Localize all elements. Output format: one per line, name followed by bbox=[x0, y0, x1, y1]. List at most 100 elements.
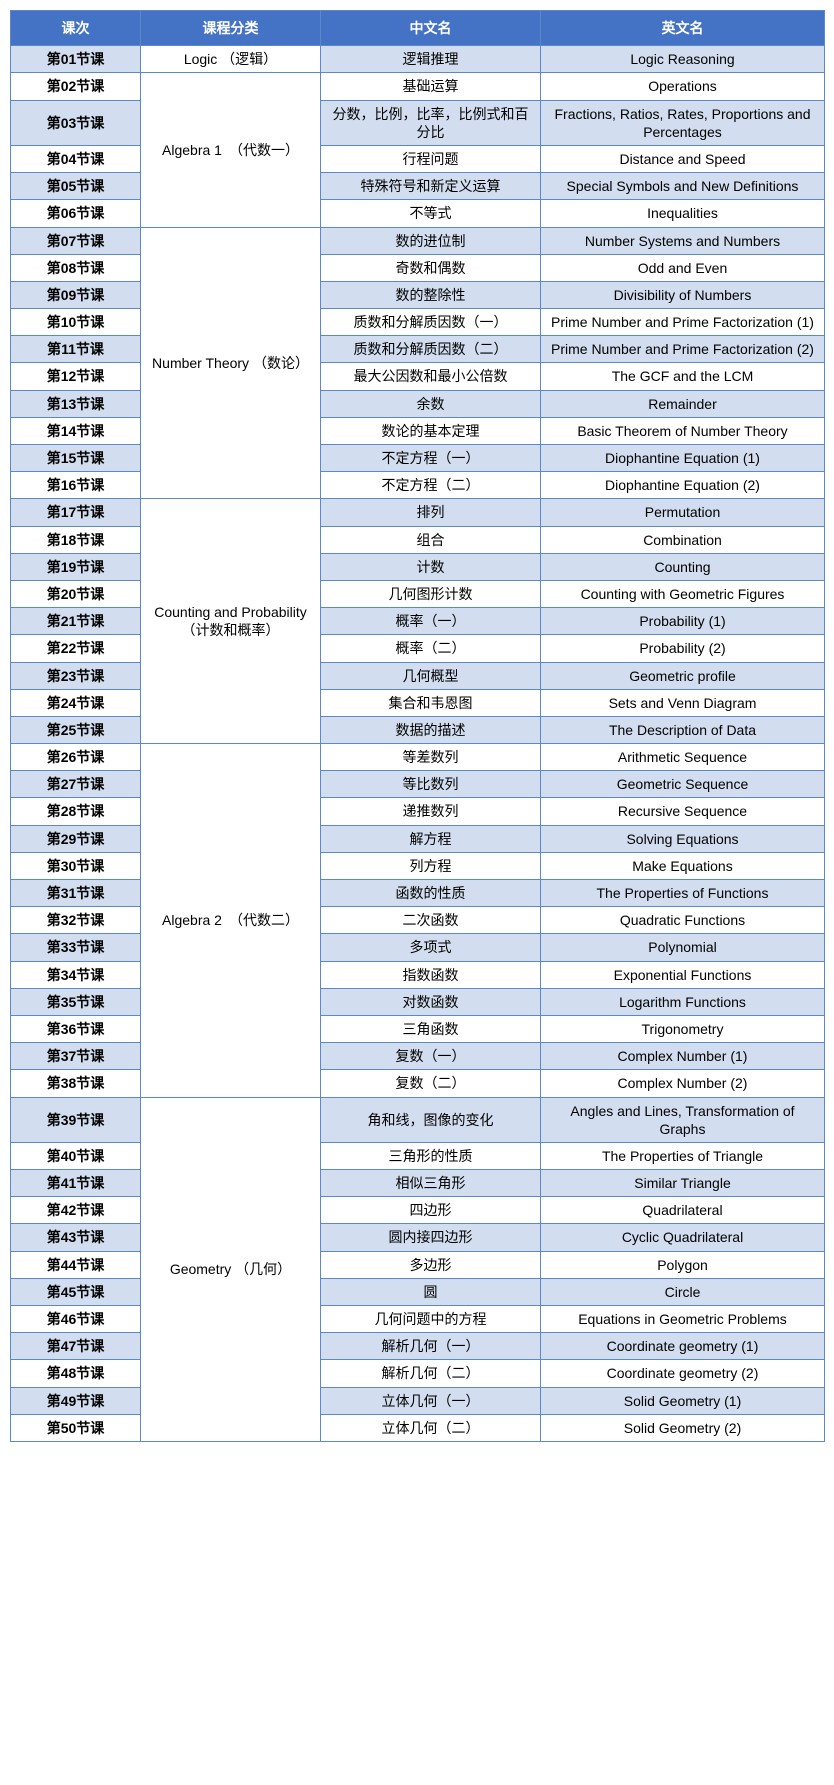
lesson-cell: 第04节课 bbox=[11, 145, 141, 172]
lesson-cell: 第17节课 bbox=[11, 499, 141, 526]
header-lesson: 课次 bbox=[11, 11, 141, 46]
zh-cell: 不定方程（一） bbox=[321, 445, 541, 472]
zh-cell: 立体几何（二） bbox=[321, 1414, 541, 1441]
header-en: 英文名 bbox=[541, 11, 825, 46]
lesson-cell: 第13节课 bbox=[11, 390, 141, 417]
lesson-cell: 第41节课 bbox=[11, 1170, 141, 1197]
en-cell: Counting with Geometric Figures bbox=[541, 580, 825, 607]
en-cell: Trigonometry bbox=[541, 1015, 825, 1042]
table-row: 第27节课等比数列Geometric Sequence bbox=[11, 771, 825, 798]
zh-cell: 特殊符号和新定义运算 bbox=[321, 173, 541, 200]
en-cell: Probability (2) bbox=[541, 635, 825, 662]
lesson-cell: 第24节课 bbox=[11, 689, 141, 716]
lesson-cell: 第36节课 bbox=[11, 1015, 141, 1042]
table-row: 第30节课 列方程Make Equations bbox=[11, 852, 825, 879]
lesson-cell: 第03节课 bbox=[11, 100, 141, 145]
lesson-cell: 第02节课 bbox=[11, 73, 141, 100]
table-row: 第46节课几何问题中的方程Equations in Geometric Prob… bbox=[11, 1306, 825, 1333]
category-cell: Algebra 2 （代数二） bbox=[141, 744, 321, 1097]
lesson-cell: 第26节课 bbox=[11, 744, 141, 771]
lesson-cell: 第06节课 bbox=[11, 200, 141, 227]
table-row: 第37节课复数（一）Complex Number (1) bbox=[11, 1043, 825, 1070]
lesson-cell: 第38节课 bbox=[11, 1070, 141, 1097]
zh-cell: 相似三角形 bbox=[321, 1170, 541, 1197]
table-row: 第24节课集合和韦恩图Sets and Venn Diagram bbox=[11, 689, 825, 716]
table-row: 第48节课解析几何（二）Coordinate geometry (2) bbox=[11, 1360, 825, 1387]
table-row: 第32节课二次函数Quadratic Functions bbox=[11, 907, 825, 934]
en-cell: Complex Number (2) bbox=[541, 1070, 825, 1097]
en-cell: The Properties of Functions bbox=[541, 880, 825, 907]
zh-cell: 质数和分解质因数（二） bbox=[321, 336, 541, 363]
lesson-cell: 第34节课 bbox=[11, 961, 141, 988]
table-row: 第18节课组合Combination bbox=[11, 526, 825, 553]
en-cell: Prime Number and Prime Factorization (2) bbox=[541, 336, 825, 363]
en-cell: Number Systems and Numbers bbox=[541, 227, 825, 254]
zh-cell: 多项式 bbox=[321, 934, 541, 961]
lesson-cell: 第05节课 bbox=[11, 173, 141, 200]
category-cell: Counting and Probability （计数和概率） bbox=[141, 499, 321, 744]
zh-cell: 圆 bbox=[321, 1278, 541, 1305]
en-cell: Diophantine Equation (1) bbox=[541, 445, 825, 472]
table-row: 第50节课立体几何（二）Solid Geometry (2) bbox=[11, 1414, 825, 1441]
zh-cell: 最大公因数和最小公倍数 bbox=[321, 363, 541, 390]
zh-cell: 等差数列 bbox=[321, 744, 541, 771]
table-row: 第33节课多项式Polynomial bbox=[11, 934, 825, 961]
table-row: 第01节课Logic （逻辑）逻辑推理Logic Reasoning bbox=[11, 46, 825, 73]
zh-cell: 逻辑推理 bbox=[321, 46, 541, 73]
table-row: 第09节课数的整除性Divisibility of Numbers bbox=[11, 281, 825, 308]
en-cell: Cyclic Quadrilateral bbox=[541, 1224, 825, 1251]
zh-cell: 四边形 bbox=[321, 1197, 541, 1224]
zh-cell: 数据的描述 bbox=[321, 716, 541, 743]
en-cell: Coordinate geometry (2) bbox=[541, 1360, 825, 1387]
lesson-cell: 第07节课 bbox=[11, 227, 141, 254]
en-cell: Exponential Functions bbox=[541, 961, 825, 988]
lesson-cell: 第32节课 bbox=[11, 907, 141, 934]
zh-cell: 几何图形计数 bbox=[321, 580, 541, 607]
en-cell: Arithmetic Sequence bbox=[541, 744, 825, 771]
en-cell: The GCF and the LCM bbox=[541, 363, 825, 390]
en-cell: Quadratic Functions bbox=[541, 907, 825, 934]
table-row: 第19节课计数Counting bbox=[11, 553, 825, 580]
lesson-cell: 第27节课 bbox=[11, 771, 141, 798]
table-body: 第01节课Logic （逻辑）逻辑推理Logic Reasoning第02节课 A… bbox=[11, 46, 825, 1442]
en-cell: Polynomial bbox=[541, 934, 825, 961]
zh-cell: 几何问题中的方程 bbox=[321, 1306, 541, 1333]
zh-cell: 集合和韦恩图 bbox=[321, 689, 541, 716]
lesson-cell: 第08节课 bbox=[11, 254, 141, 281]
en-cell: Geometric profile bbox=[541, 662, 825, 689]
en-cell: Angles and Lines, Transformation of Grap… bbox=[541, 1097, 825, 1142]
zh-cell: 列方程 bbox=[321, 852, 541, 879]
table-row: 第06节课不等式Inequalities bbox=[11, 200, 825, 227]
en-cell: The Properties of Triangle bbox=[541, 1142, 825, 1169]
zh-cell: 复数（一） bbox=[321, 1043, 541, 1070]
lesson-cell: 第37节课 bbox=[11, 1043, 141, 1070]
table-row: 第04节课行程问题Distance and Speed bbox=[11, 145, 825, 172]
table-row: 第03节课分数，比例，比率，比例式和百分比Fractions, Ratios, … bbox=[11, 100, 825, 145]
table-row: 第20节课几何图形计数Counting with Geometric Figur… bbox=[11, 580, 825, 607]
en-cell: Odd and Even bbox=[541, 254, 825, 281]
lesson-cell: 第29节课 bbox=[11, 825, 141, 852]
lesson-cell: 第47节课 bbox=[11, 1333, 141, 1360]
lesson-cell: 第31节课 bbox=[11, 880, 141, 907]
table-row: 第23节课几何概型Geometric profile bbox=[11, 662, 825, 689]
lesson-cell: 第49节课 bbox=[11, 1387, 141, 1414]
zh-cell: 数论的基本定理 bbox=[321, 417, 541, 444]
table-row: 第42节课四边形Quadrilateral bbox=[11, 1197, 825, 1224]
table-row: 第40节课三角形的性质The Properties of Triangle bbox=[11, 1142, 825, 1169]
en-cell: Solid Geometry (1) bbox=[541, 1387, 825, 1414]
zh-cell: 递推数列 bbox=[321, 798, 541, 825]
en-cell: The Description of Data bbox=[541, 716, 825, 743]
lesson-cell: 第16节课 bbox=[11, 472, 141, 499]
lesson-cell: 第30节课 bbox=[11, 852, 141, 879]
table-row: 第25节课数据的描述The Description of Data bbox=[11, 716, 825, 743]
table-row: 第29节课解方程Solving Equations bbox=[11, 825, 825, 852]
table-row: 第15节课不定方程（一）Diophantine Equation (1) bbox=[11, 445, 825, 472]
lesson-cell: 第09节课 bbox=[11, 281, 141, 308]
zh-cell: 概率（二） bbox=[321, 635, 541, 662]
en-cell: Make Equations bbox=[541, 852, 825, 879]
zh-cell: 基础运算 bbox=[321, 73, 541, 100]
table-row: 第21节课概率（一）Probability (1) bbox=[11, 608, 825, 635]
en-cell: Permutation bbox=[541, 499, 825, 526]
zh-cell: 角和线，图像的变化 bbox=[321, 1097, 541, 1142]
zh-cell: 几何概型 bbox=[321, 662, 541, 689]
